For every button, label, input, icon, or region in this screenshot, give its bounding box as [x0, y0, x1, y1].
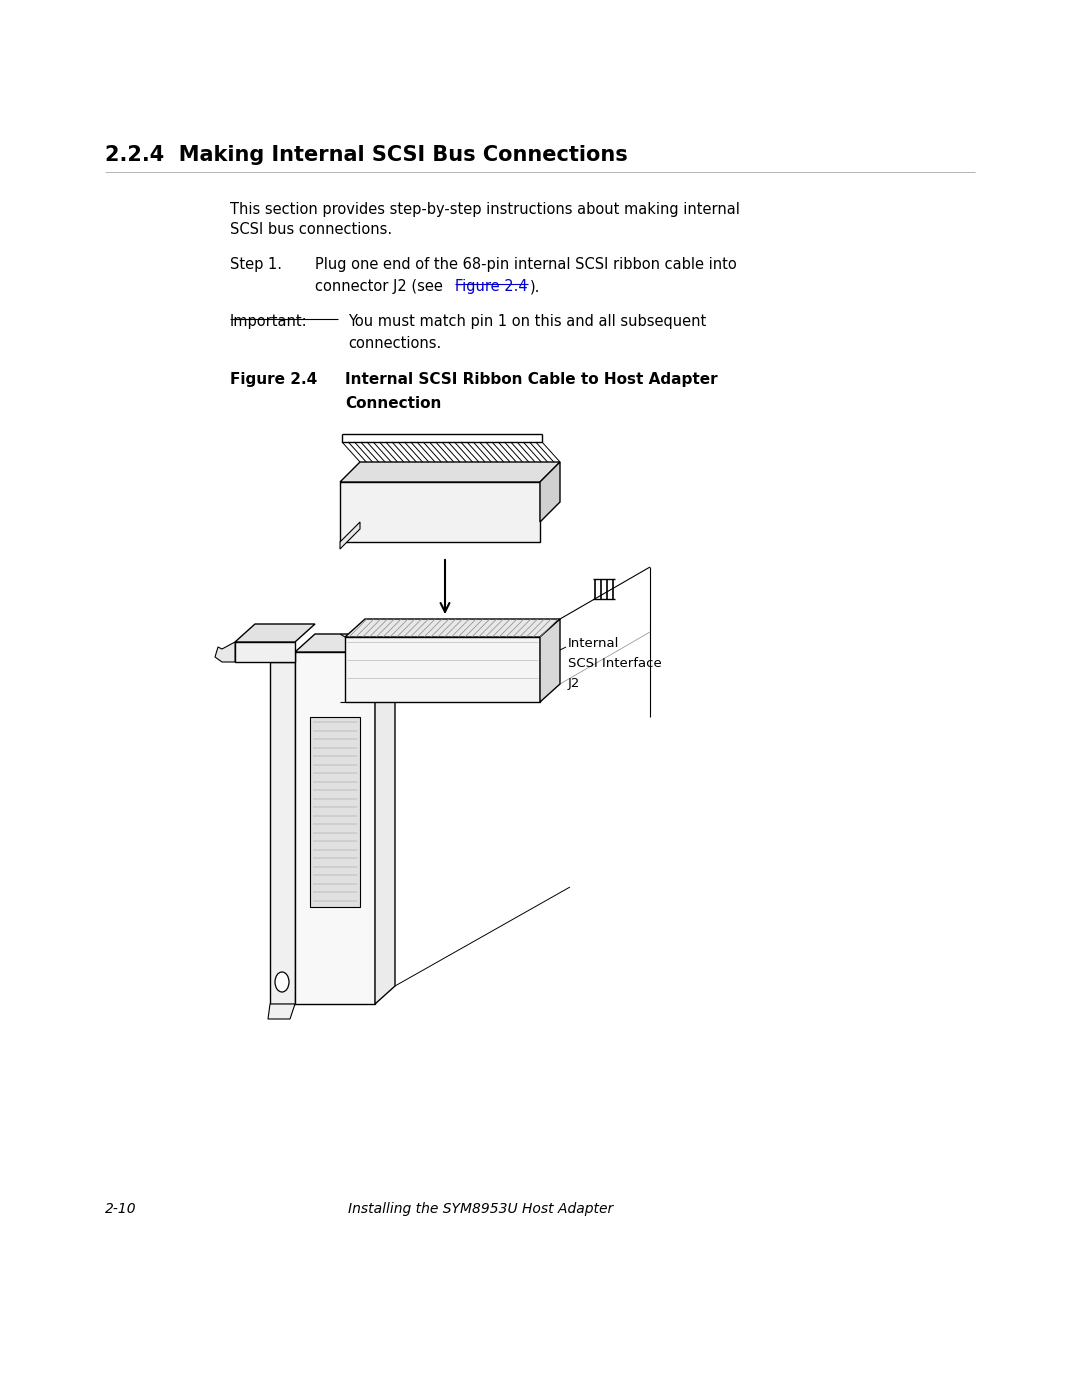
- Text: SCSI bus connections.: SCSI bus connections.: [230, 222, 392, 237]
- Polygon shape: [540, 619, 561, 703]
- Text: Internal SCSI Ribbon Cable to Host Adapter: Internal SCSI Ribbon Cable to Host Adapt…: [345, 372, 717, 387]
- Polygon shape: [295, 652, 375, 1004]
- Text: Internal: Internal: [568, 637, 619, 650]
- Polygon shape: [540, 462, 561, 522]
- Polygon shape: [340, 522, 360, 549]
- Text: connector J2 (see: connector J2 (see: [315, 279, 447, 293]
- Text: 2-10: 2-10: [105, 1201, 137, 1215]
- Text: Plug one end of the 68-pin internal SCSI ribbon cable into: Plug one end of the 68-pin internal SCSI…: [315, 257, 737, 272]
- Text: Connection: Connection: [345, 395, 442, 411]
- Text: J2: J2: [568, 678, 580, 690]
- Polygon shape: [340, 482, 540, 542]
- Polygon shape: [268, 1004, 295, 1018]
- Polygon shape: [295, 634, 395, 652]
- Polygon shape: [270, 662, 295, 1004]
- Polygon shape: [375, 634, 395, 1004]
- Ellipse shape: [275, 972, 289, 992]
- Text: 2.2.4  Making Internal SCSI Bus Connections: 2.2.4 Making Internal SCSI Bus Connectio…: [105, 145, 627, 165]
- Text: Figure 2.4: Figure 2.4: [230, 372, 318, 387]
- Polygon shape: [345, 619, 561, 637]
- Text: Important:: Important:: [230, 314, 308, 330]
- Polygon shape: [340, 462, 561, 482]
- Polygon shape: [310, 717, 360, 907]
- Text: ).: ).: [530, 279, 540, 293]
- Polygon shape: [235, 643, 295, 662]
- Polygon shape: [345, 637, 540, 703]
- Text: You must match pin 1 on this and all subsequent: You must match pin 1 on this and all sub…: [348, 314, 706, 330]
- Text: This section provides step-by-step instructions about making internal: This section provides step-by-step instr…: [230, 203, 740, 217]
- Text: connections.: connections.: [348, 337, 442, 351]
- Polygon shape: [215, 643, 235, 662]
- Text: Installing the SYM8953U Host Adapter: Installing the SYM8953U Host Adapter: [348, 1201, 613, 1215]
- Text: Step 1.: Step 1.: [230, 257, 282, 272]
- Polygon shape: [235, 624, 315, 643]
- Text: Figure 2.4: Figure 2.4: [455, 279, 528, 293]
- Text: SCSI Interface: SCSI Interface: [568, 657, 662, 671]
